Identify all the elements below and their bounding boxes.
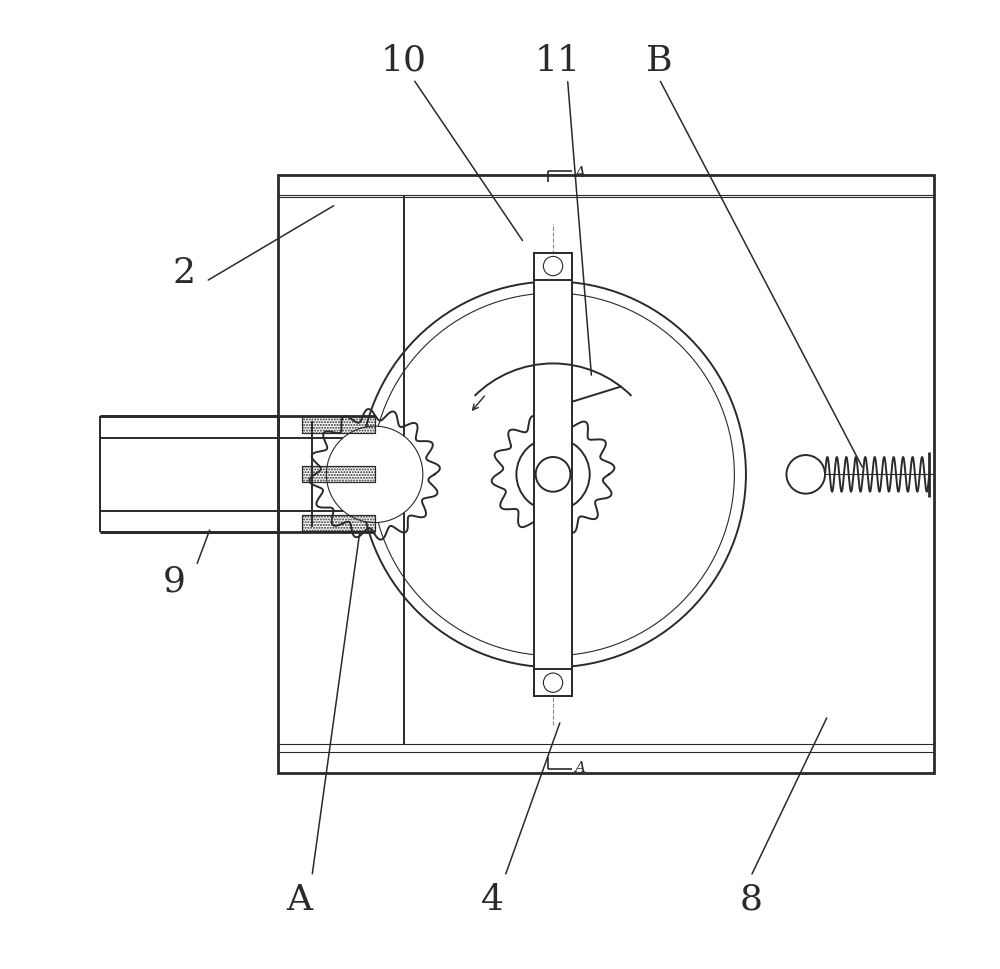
Text: B: B [646, 44, 672, 78]
Text: 2: 2 [172, 256, 195, 290]
Text: 10: 10 [381, 44, 427, 78]
Bar [278, 176, 934, 773]
Bar [302, 466, 375, 483]
Text: 4: 4 [481, 882, 504, 916]
Text: A: A [574, 760, 585, 774]
Text: 8: 8 [739, 882, 762, 916]
Circle shape [543, 673, 563, 693]
Circle shape [326, 426, 423, 523]
Text: A: A [574, 167, 585, 180]
Circle shape [543, 257, 563, 276]
Bar [302, 466, 375, 483]
Bar [302, 417, 375, 433]
Text: 9: 9 [163, 564, 185, 598]
Bar [302, 516, 375, 532]
Circle shape [516, 438, 590, 512]
Circle shape [786, 455, 825, 494]
Bar [534, 670, 572, 697]
Text: 11: 11 [535, 44, 581, 78]
Bar [302, 516, 375, 532]
Bar [534, 253, 572, 280]
Bar [302, 417, 375, 433]
Bar [534, 253, 572, 697]
Text: A: A [286, 882, 312, 916]
Circle shape [536, 457, 570, 492]
